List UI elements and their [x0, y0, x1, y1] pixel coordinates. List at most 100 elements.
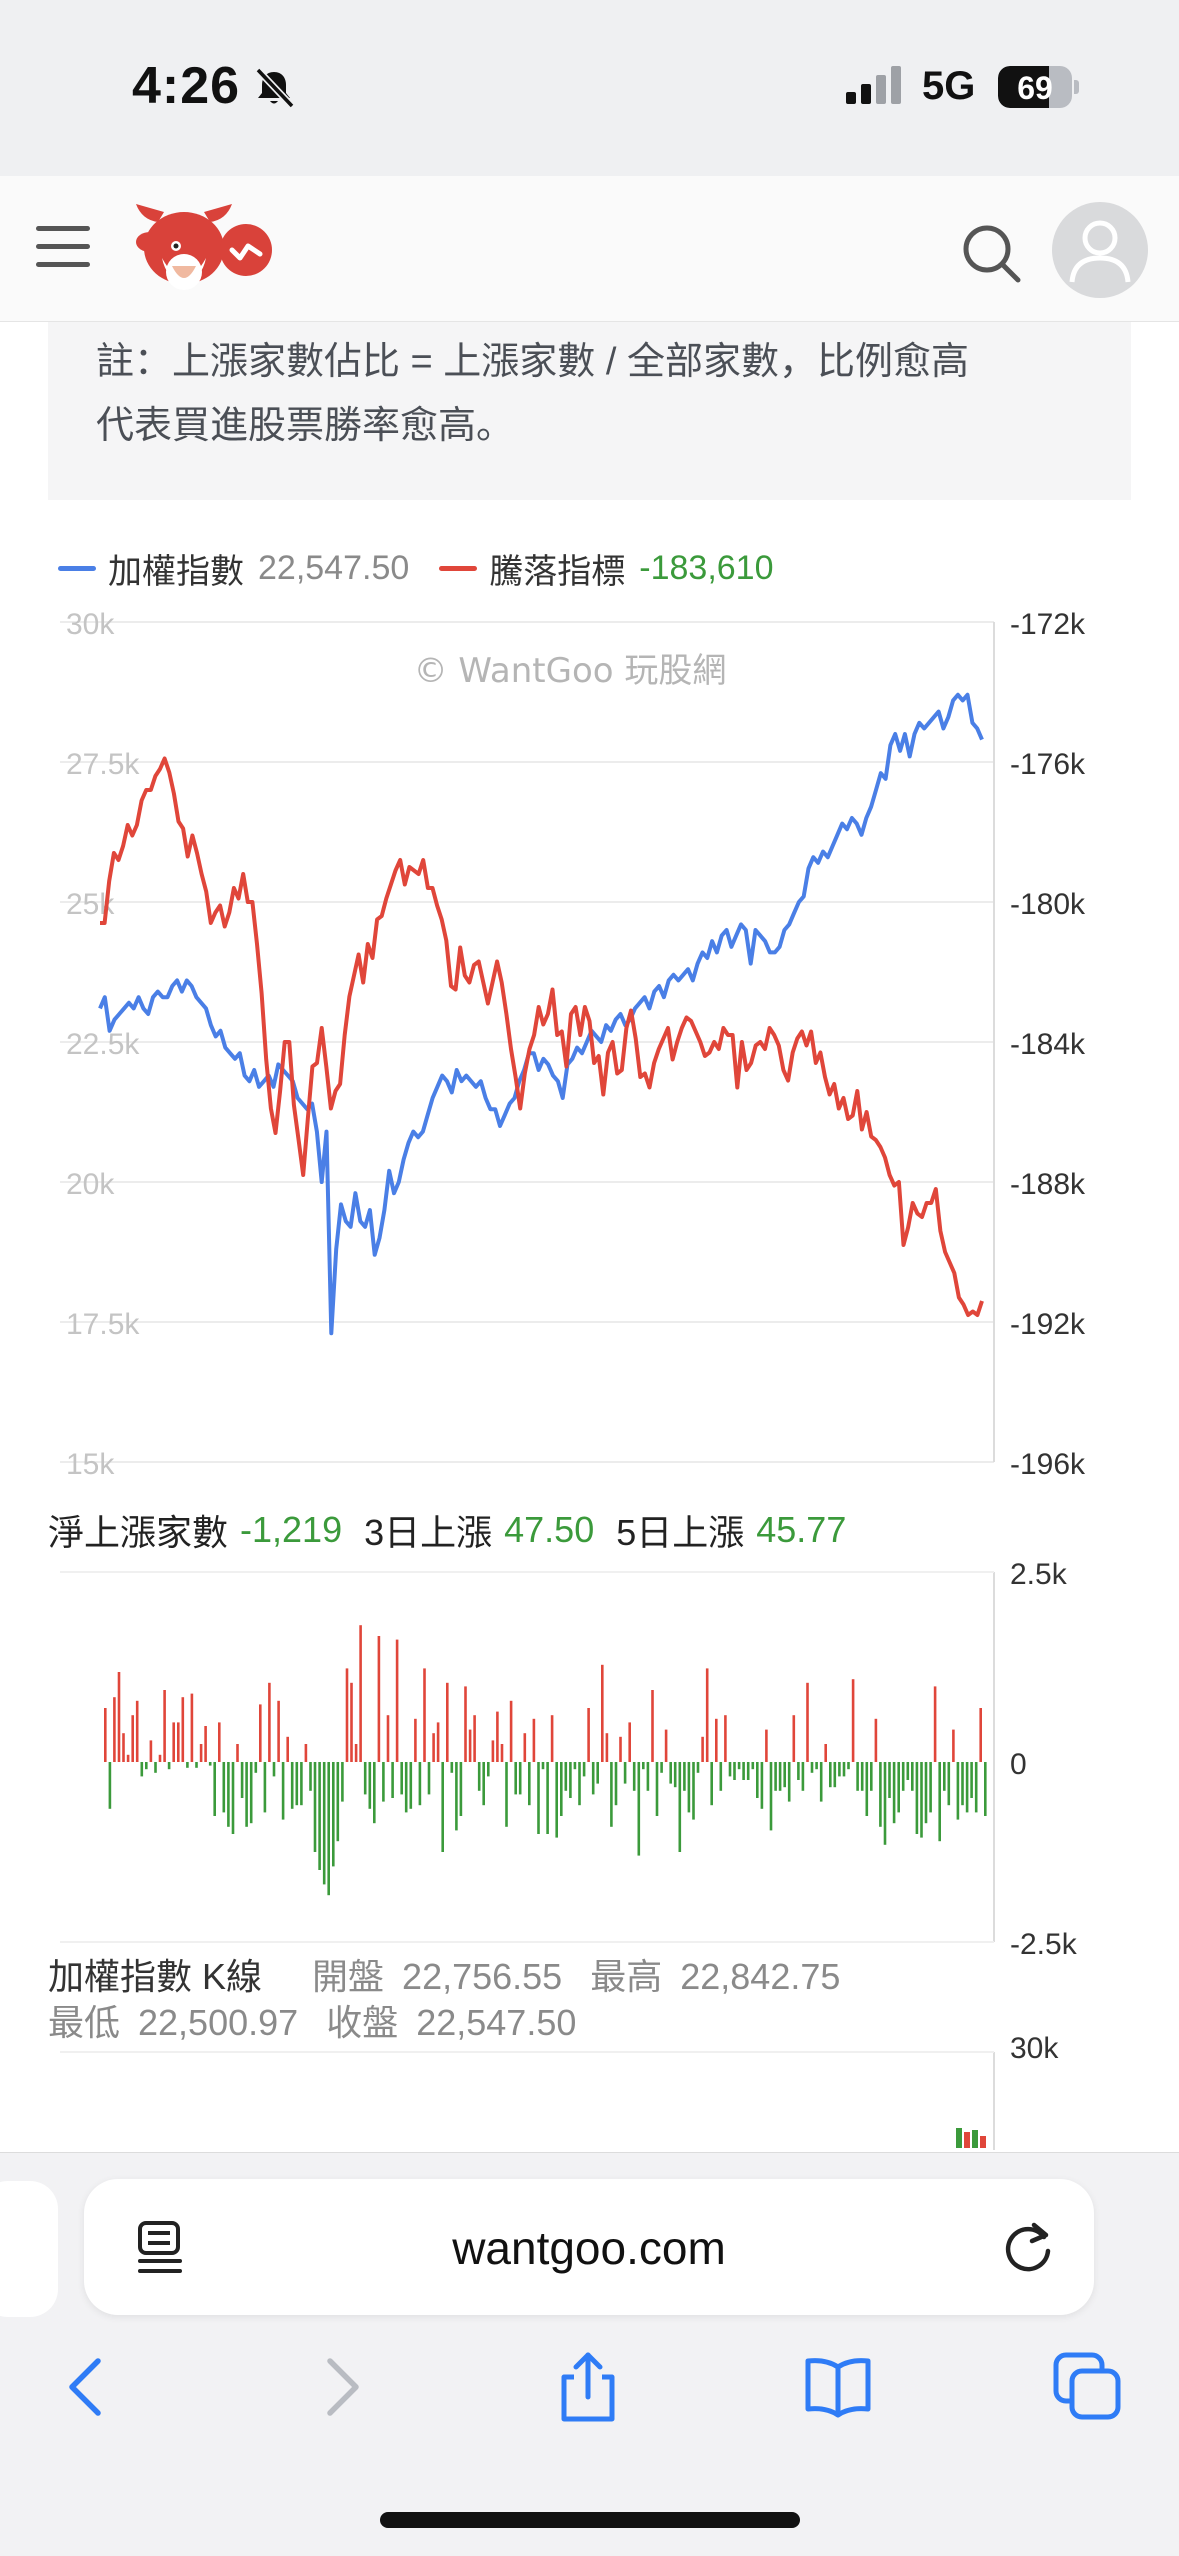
share-icon[interactable]: [552, 2351, 624, 2423]
net-bar: [455, 1762, 458, 1831]
net-bar: [751, 1762, 755, 1770]
net-bar: [760, 1762, 764, 1809]
net-bar: [865, 1762, 869, 1816]
net-bar: [833, 1762, 837, 1788]
reload-icon[interactable]: [998, 2217, 1058, 2277]
net-bar: [432, 1733, 435, 1762]
kline-header: 加權指數 K線 開盤 22,756.55 最高 22,842.75 最低 22,500…: [48, 1954, 858, 2046]
watermark: © WantGoo 玩股網: [414, 651, 727, 691]
left-axis-tick: 30k: [66, 608, 115, 641]
net-bar: [268, 1682, 271, 1762]
net-bar: [984, 1762, 987, 1816]
net-bar: [952, 1729, 955, 1762]
net-bar: [692, 1762, 695, 1820]
bookmarks-icon[interactable]: [802, 2351, 874, 2423]
net-bar: [336, 1762, 340, 1842]
net-bar: [414, 1718, 417, 1762]
right-axis-tick: -172k: [1010, 608, 1086, 641]
net-bar: [587, 1708, 590, 1762]
net-bar: [528, 1762, 531, 1806]
chart-legend: 加權指數 22,547.50 騰落指標 -183,610: [58, 546, 804, 591]
net-bar: [523, 1733, 527, 1762]
net-bar: [436, 1722, 440, 1762]
net-bar: [974, 1762, 978, 1813]
high-label: 最高: [590, 1956, 663, 1997]
net-bar: [359, 1625, 362, 1762]
net-bar: [245, 1762, 248, 1827]
forward-icon[interactable]: [306, 2351, 378, 2423]
left-axis-tick: 20k: [66, 1168, 115, 1201]
low-label: 最低: [48, 2002, 121, 2043]
browser-toolbar: wantgoo.com: [0, 2152, 1179, 2556]
url-text[interactable]: wantgoo.com: [452, 2222, 726, 2274]
note-box: 註：上漲家數佔比 = 上漲家數 / 全部家數，比例愈高 代表買進股票勝率愈高。: [48, 322, 1131, 500]
net-bar: [186, 1762, 189, 1768]
net-bar: [500, 1744, 504, 1762]
net-bar: [733, 1762, 736, 1780]
previous-tab-preview[interactable]: [0, 2181, 58, 2317]
wantgoo-logo-icon[interactable]: [128, 198, 276, 300]
net-bar: [177, 1722, 180, 1762]
net-bar: [724, 1715, 727, 1762]
net-bar: [541, 1762, 545, 1770]
net-bar: [350, 1682, 353, 1762]
net-bar: [468, 1729, 472, 1762]
series-line-index: [98, 692, 984, 1336]
net-bar: [546, 1762, 549, 1834]
net-bar: [838, 1762, 841, 1777]
net-bar: [240, 1762, 244, 1798]
reader-icon[interactable]: [134, 2219, 190, 2275]
net-bar: [254, 1762, 258, 1773]
net-bar: [765, 1729, 768, 1762]
net-bar: [505, 1762, 508, 1827]
search-icon[interactable]: [960, 222, 1022, 284]
net-bar: [687, 1762, 691, 1813]
net-bar: [354, 1744, 358, 1762]
net-bar: [979, 1708, 982, 1762]
net-bar: [737, 1762, 741, 1770]
net-bar: [327, 1762, 330, 1896]
net-bar: [756, 1762, 759, 1798]
net-bar: [145, 1762, 148, 1770]
net-bar: [601, 1664, 604, 1762]
net-bar: [792, 1715, 796, 1762]
net-bar: [332, 1762, 335, 1867]
net-bar: [459, 1762, 463, 1816]
net-bar: [860, 1762, 864, 1791]
net-bar: [701, 1736, 704, 1762]
address-bar[interactable]: wantgoo.com: [84, 2179, 1094, 2315]
net-bar: [560, 1762, 563, 1816]
net-bar: [122, 1733, 125, 1762]
net-bar: [801, 1762, 805, 1791]
net-bar: [227, 1762, 230, 1827]
menu-icon[interactable]: [36, 222, 92, 272]
net-bar: [933, 1686, 937, 1762]
note-line-1: 註：上漲家數佔比 = 上漲家數 / 全部家數，比例愈高: [96, 341, 969, 383]
net-bar: [705, 1668, 709, 1762]
net-bar: [715, 1718, 718, 1762]
net-bar: [591, 1762, 595, 1795]
net-bar: [924, 1762, 928, 1824]
net-bar: [810, 1762, 814, 1773]
net-bar: [218, 1722, 221, 1762]
user-avatar-icon[interactable]: [1052, 202, 1148, 298]
back-icon[interactable]: [50, 2351, 122, 2423]
net-bar: [619, 1736, 622, 1762]
five-day-value: 45.77: [756, 1509, 847, 1550]
net-bar: [938, 1762, 941, 1842]
net-bar: [290, 1762, 294, 1809]
net-bar: [418, 1762, 422, 1806]
net-bar: [300, 1762, 303, 1806]
left-axis-tick: 17.5k: [66, 1308, 140, 1341]
net-bar: [304, 1744, 308, 1762]
net-bar: [446, 1682, 449, 1762]
battery-percent: 69: [1017, 70, 1053, 106]
tabs-icon[interactable]: [1052, 2351, 1124, 2423]
net-bar: [281, 1762, 285, 1820]
net-bar: [108, 1762, 112, 1809]
right-axis-tick: -196k: [1010, 1448, 1086, 1481]
net-bar: [222, 1762, 226, 1813]
net-bar: [204, 1726, 207, 1762]
net-bar: [911, 1762, 914, 1791]
